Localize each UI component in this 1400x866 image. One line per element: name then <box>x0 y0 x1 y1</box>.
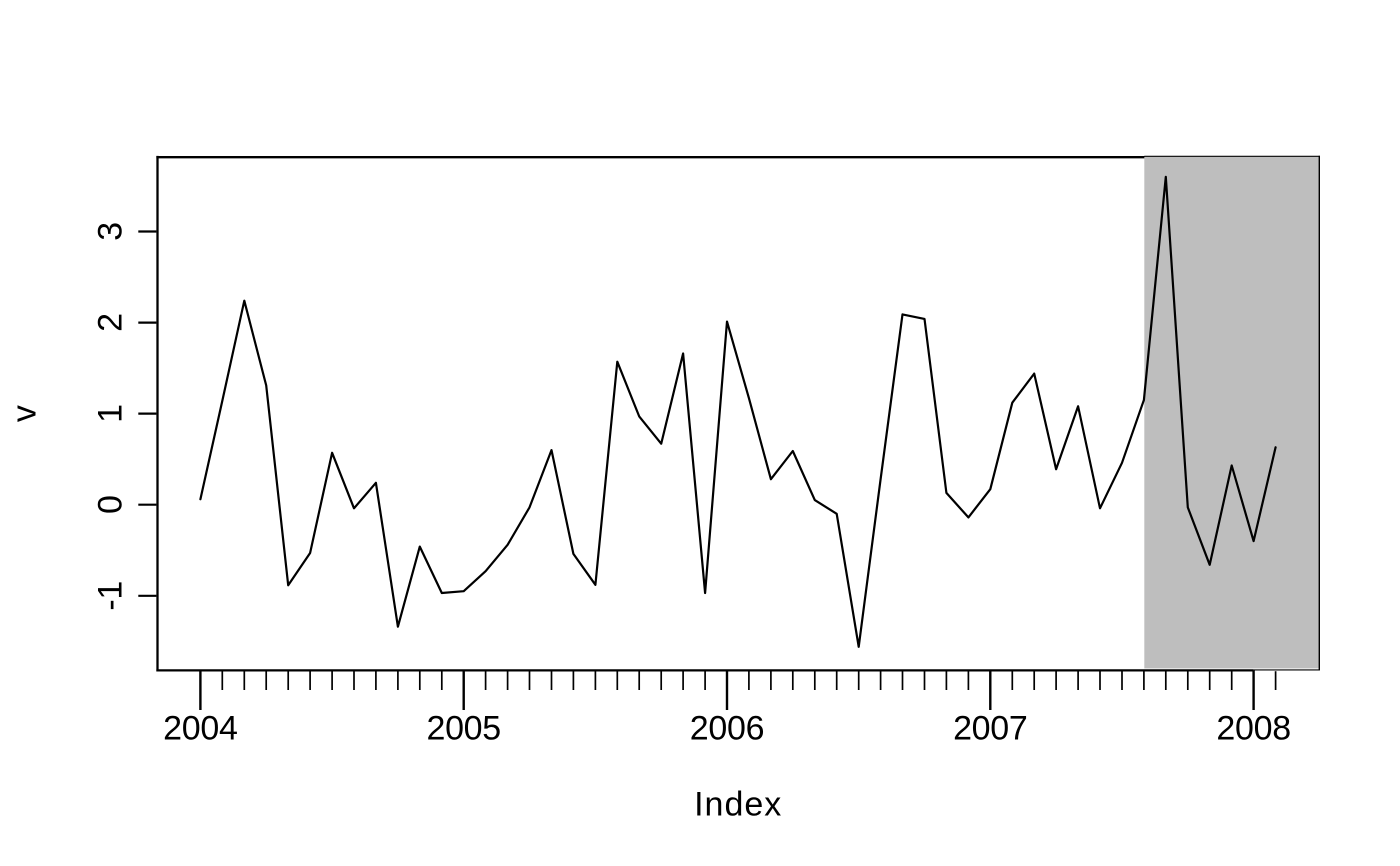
svg-text:2006: 2006 <box>690 709 764 747</box>
svg-text:2: 2 <box>92 313 130 332</box>
svg-text:-1: -1 <box>92 581 130 611</box>
svg-text:3: 3 <box>92 222 130 241</box>
svg-text:2007: 2007 <box>953 709 1027 747</box>
svg-text:v: v <box>5 405 43 422</box>
svg-text:1: 1 <box>92 404 130 423</box>
svg-text:Index: Index <box>694 786 782 824</box>
svg-text:2004: 2004 <box>163 709 237 747</box>
svg-text:2005: 2005 <box>426 709 500 747</box>
svg-text:0: 0 <box>92 495 130 514</box>
svg-text:2008: 2008 <box>1216 709 1290 747</box>
